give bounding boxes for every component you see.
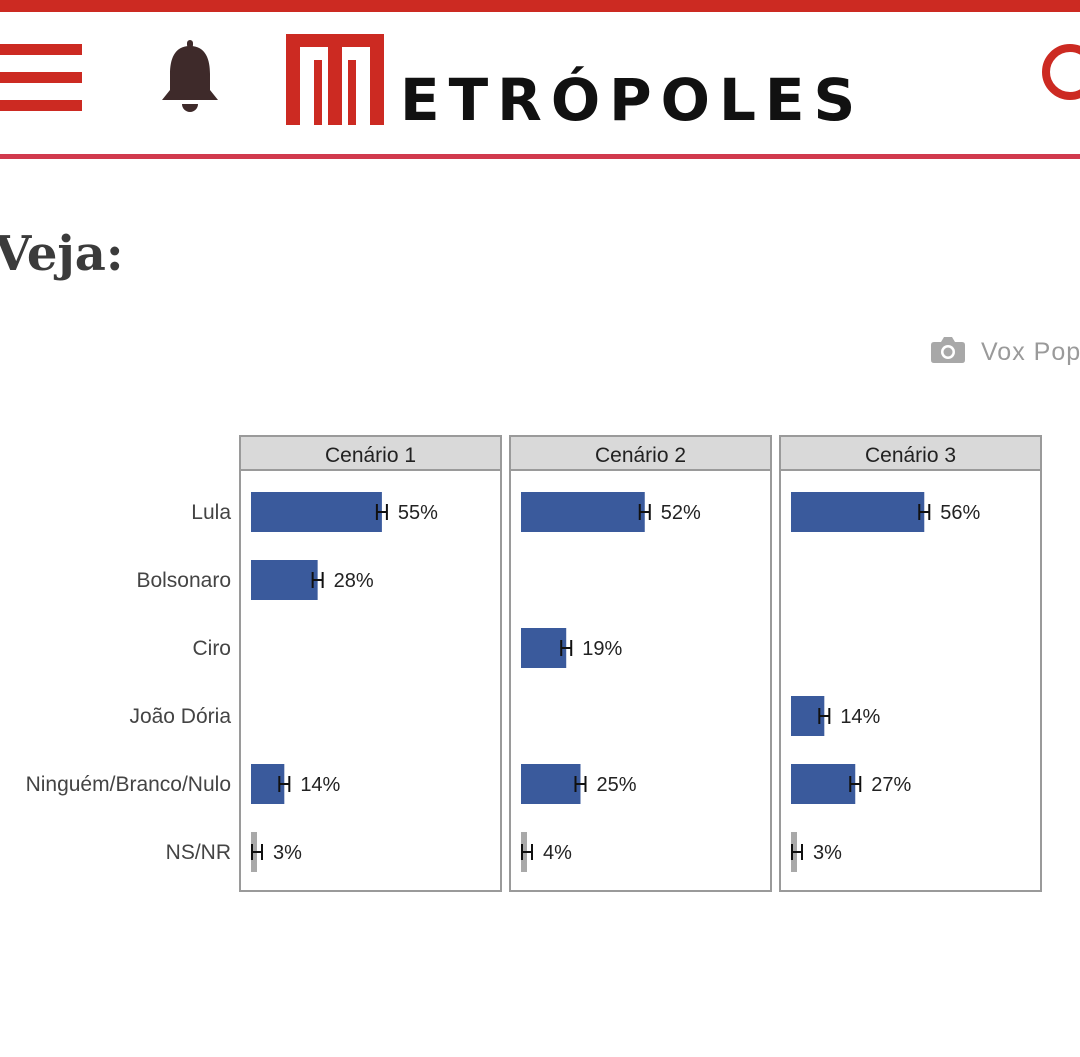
category-label: Ciro bbox=[192, 637, 231, 660]
facet-header bbox=[779, 435, 1042, 471]
data-label: 56% bbox=[940, 502, 980, 524]
search-icon bbox=[1042, 44, 1080, 100]
category-label: Lula bbox=[191, 501, 231, 524]
bar bbox=[251, 492, 382, 532]
camera-icon bbox=[931, 337, 965, 363]
site-logo[interactable]: ETRÓPOLES bbox=[286, 34, 855, 132]
facet-title: Cenário 2 bbox=[595, 444, 686, 467]
search-button[interactable] bbox=[1040, 44, 1080, 104]
data-label: 3% bbox=[813, 842, 842, 864]
image-credit-text: Vox Pop bbox=[981, 338, 1080, 366]
menu-button[interactable] bbox=[0, 44, 82, 112]
top-brand-stripe bbox=[0, 0, 1080, 12]
category-label: Ninguém/Branco/Nulo bbox=[26, 773, 231, 796]
facet-header bbox=[239, 435, 502, 471]
article-heading: Veja: bbox=[0, 226, 124, 282]
bar bbox=[791, 764, 856, 804]
data-label: 25% bbox=[597, 774, 637, 796]
facet-header bbox=[509, 435, 772, 471]
logo-wordmark: ETRÓPOLES bbox=[400, 66, 865, 134]
bar bbox=[521, 764, 581, 804]
notifications-button[interactable] bbox=[158, 40, 222, 116]
bar bbox=[251, 560, 318, 600]
data-label: 3% bbox=[273, 842, 302, 864]
data-label: 27% bbox=[871, 774, 911, 796]
category-label: NS/NR bbox=[166, 841, 231, 864]
bell-icon bbox=[162, 40, 218, 112]
hamburger-menu-icon-bar bbox=[0, 100, 82, 111]
data-label: 28% bbox=[334, 570, 374, 592]
facet-title: Cenário 1 bbox=[325, 444, 416, 467]
hamburger-menu-icon-bar bbox=[0, 72, 82, 83]
bar bbox=[791, 492, 925, 532]
facet-title: Cenário 3 bbox=[865, 444, 956, 467]
data-label: 19% bbox=[582, 638, 622, 660]
bar bbox=[521, 628, 567, 668]
category-label: Bolsonaro bbox=[136, 569, 231, 592]
data-label: 4% bbox=[543, 842, 572, 864]
bar bbox=[521, 492, 645, 532]
data-label: 52% bbox=[661, 502, 701, 524]
category-label: João Dória bbox=[129, 705, 231, 728]
hamburger-menu-icon bbox=[0, 44, 82, 55]
data-label: 14% bbox=[840, 706, 880, 728]
poll-chart: Lula Bolsonaro Ciro João Dória Ninguém/Branc… bbox=[26, 435, 1042, 892]
data-label: 14% bbox=[300, 774, 340, 796]
data-label: 55% bbox=[398, 502, 438, 524]
logo-m-mark bbox=[286, 34, 384, 125]
header-divider bbox=[0, 154, 1080, 159]
